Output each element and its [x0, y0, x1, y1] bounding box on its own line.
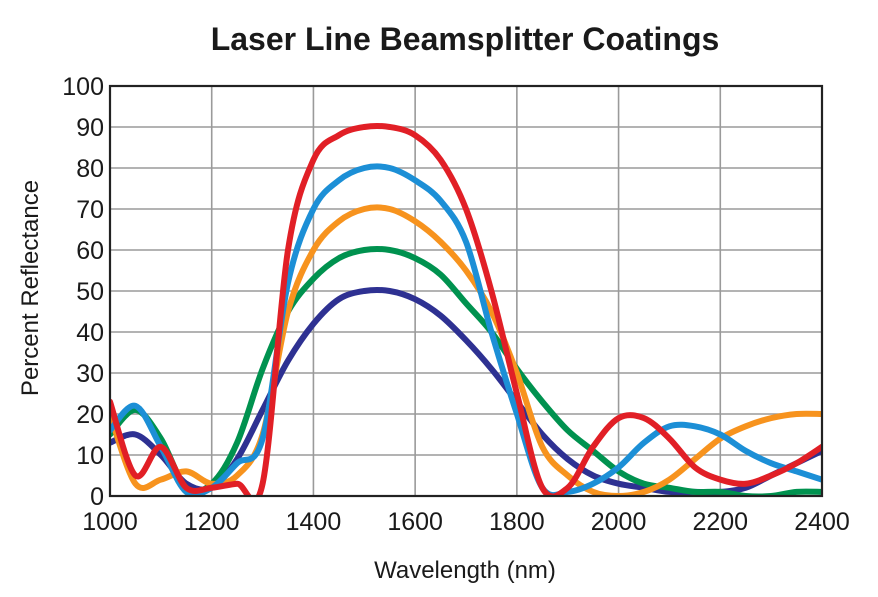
plot-frame	[108, 84, 824, 498]
y-tick-label: 70	[76, 196, 104, 224]
chart-title: Laser Line Beamsplitter Coatings	[211, 21, 720, 57]
series-line-90pct	[110, 122, 822, 496]
y-tick-label: 30	[76, 360, 104, 388]
x-axis-label: Wavelength (nm)	[374, 557, 556, 584]
grid	[109, 85, 823, 497]
x-tick-label: 2400	[794, 508, 850, 536]
y-tick-label: 40	[76, 319, 104, 347]
x-tick-label: 1000	[82, 508, 138, 536]
x-tick-label: 2000	[591, 508, 647, 536]
tick-labels: 1000 1200 1400 1600 1800 2000 2200 2400 0 10 20 30 4…	[62, 73, 850, 536]
y-tick-label: 60	[76, 237, 104, 265]
x-tick-label: 2200	[692, 508, 748, 536]
x-tick-label: 1800	[489, 508, 545, 536]
series-group	[110, 122, 822, 496]
y-tick-label: 90	[76, 114, 104, 142]
y-tick-label: 50	[76, 278, 104, 306]
y-tick-label: 100	[62, 73, 104, 101]
y-axis-label: Percent Reflectance	[17, 180, 44, 396]
series-line-60pct	[110, 245, 822, 496]
y-tick-label: 80	[76, 155, 104, 183]
y-tick-label: 10	[76, 442, 104, 470]
series-line-50pct	[110, 286, 822, 496]
x-tick-label: 1200	[184, 508, 240, 536]
x-tick-label: 1400	[286, 508, 342, 536]
x-tick-label: 1600	[387, 508, 443, 536]
y-tick-label: 20	[76, 401, 104, 429]
series-line-80pct	[110, 163, 822, 496]
y-tick-label: 0	[90, 483, 104, 511]
series-line-70pct	[110, 204, 822, 496]
